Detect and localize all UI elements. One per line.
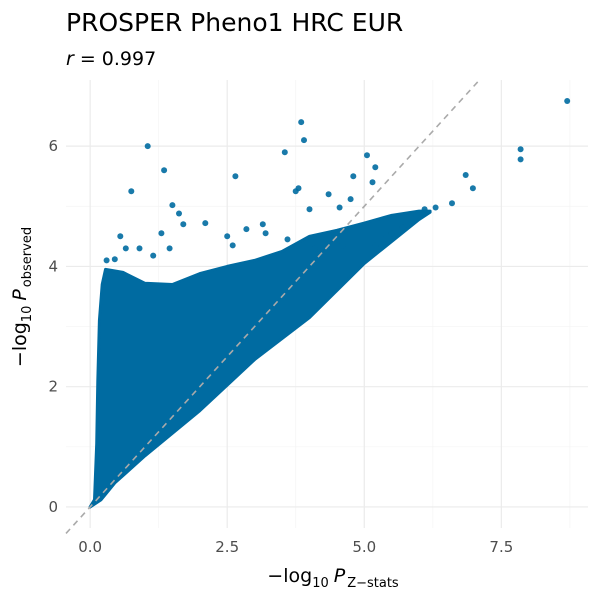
data-point <box>339 242 346 249</box>
data-point <box>413 212 420 219</box>
data-point <box>350 173 357 180</box>
data-point <box>117 233 124 240</box>
data-point <box>388 230 395 237</box>
data-point <box>364 152 370 159</box>
data-point <box>372 242 379 249</box>
data-point <box>150 252 157 259</box>
dense-point-mass <box>88 209 432 509</box>
data-point <box>169 202 176 209</box>
data-point <box>462 172 469 178</box>
data-point <box>306 206 313 213</box>
y-tick-label: 2 <box>48 378 58 396</box>
x-axis-title-sub10: 10 <box>312 576 329 591</box>
data-point <box>469 185 476 192</box>
data-point <box>224 233 231 240</box>
data-point <box>144 143 151 150</box>
y-axis-title-var: P <box>9 289 31 301</box>
data-point <box>298 119 305 126</box>
data-point <box>111 256 118 263</box>
data-point <box>180 221 187 228</box>
data-point <box>122 245 129 252</box>
data-point <box>311 245 318 252</box>
y-axis-title-prefix: −log <box>9 322 31 367</box>
x-tick-label: 7.5 <box>489 538 513 556</box>
data-point <box>517 156 524 163</box>
data-point <box>161 167 168 174</box>
y-axis-title-sub10: 10 <box>20 306 35 323</box>
data-point <box>284 236 291 243</box>
y-axis-title: −log10 Pobserved <box>9 227 35 367</box>
data-point <box>380 236 387 243</box>
y-tick-label: 6 <box>48 137 58 155</box>
data-point <box>202 220 209 227</box>
y-axis-ticks: 0 2 4 6 <box>48 137 58 516</box>
subtitle-variable: r <box>66 48 75 70</box>
data-point <box>103 257 110 264</box>
chart-subtitle: r = 0.997 <box>66 48 156 70</box>
data-point <box>564 98 571 104</box>
data-point <box>158 230 165 237</box>
data-point <box>336 204 343 211</box>
data-point <box>517 146 524 153</box>
data-point <box>281 149 288 156</box>
data-point <box>259 221 266 228</box>
identity-line <box>65 79 481 534</box>
data-point <box>325 191 332 198</box>
x-axis-title-prefix: −log <box>267 565 312 587</box>
data-point <box>295 185 302 192</box>
x-tick-label: 5.0 <box>352 538 376 556</box>
data-point <box>229 242 236 249</box>
data-point <box>399 224 406 231</box>
y-axis-title-sub: observed <box>20 227 35 287</box>
x-tick-label: 2.5 <box>215 538 239 556</box>
subtitle-value: = 0.997 <box>80 48 156 70</box>
data-point <box>243 226 250 233</box>
data-point <box>369 179 376 186</box>
data-point <box>421 206 428 213</box>
data-point <box>176 210 182 217</box>
point-cloud-dense <box>88 209 432 509</box>
data-point <box>449 200 455 207</box>
x-axis-title: −log10 P Z−stats <box>267 565 399 591</box>
data-point <box>372 164 379 171</box>
data-point <box>128 188 135 195</box>
data-point <box>432 204 439 211</box>
chart-title: PROSPER Pheno1 HRC EUR <box>66 8 403 37</box>
data-point <box>136 245 143 252</box>
x-tick-label: 0.0 <box>78 538 102 556</box>
x-axis-title-sub: Z−stats <box>347 576 399 591</box>
x-axis-title-var: P <box>334 565 346 587</box>
x-axis-ticks: 0.0 2.5 5.0 7.5 <box>78 538 513 556</box>
data-point <box>262 230 269 237</box>
points-layer <box>103 98 571 264</box>
y-tick-label: 0 <box>48 498 58 516</box>
data-point <box>347 196 354 203</box>
y-tick-label: 4 <box>48 257 58 275</box>
data-point <box>232 173 239 180</box>
identity-reference-line <box>65 79 481 534</box>
data-point <box>166 245 173 252</box>
data-point <box>301 137 307 144</box>
